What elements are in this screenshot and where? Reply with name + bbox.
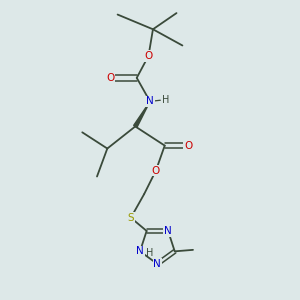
Text: N: N xyxy=(164,226,172,236)
Text: O: O xyxy=(152,166,160,176)
Text: S: S xyxy=(128,213,134,223)
Text: O: O xyxy=(144,51,153,61)
Text: H: H xyxy=(146,248,154,258)
Text: N: N xyxy=(154,259,161,269)
Text: N: N xyxy=(136,246,144,256)
Text: N: N xyxy=(146,96,154,106)
Text: O: O xyxy=(184,141,192,151)
Text: H: H xyxy=(162,95,170,105)
Text: O: O xyxy=(106,73,114,83)
Polygon shape xyxy=(134,101,150,128)
